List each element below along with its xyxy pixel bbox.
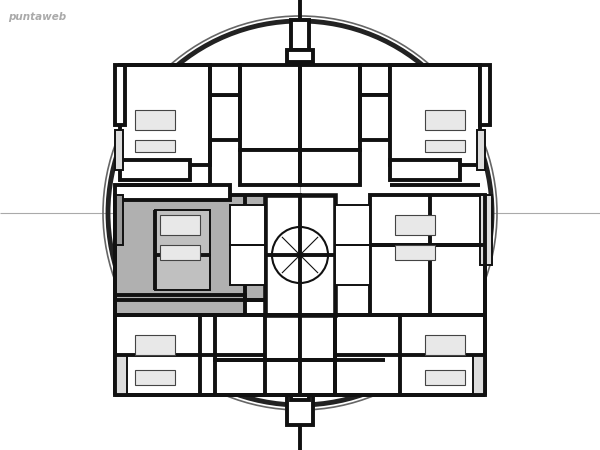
Bar xyxy=(215,360,300,395)
Bar xyxy=(287,395,313,425)
Bar xyxy=(265,195,335,315)
Bar xyxy=(360,65,390,95)
Bar xyxy=(135,335,175,355)
Bar xyxy=(120,65,210,165)
Bar xyxy=(300,360,385,395)
Bar xyxy=(300,315,385,360)
Bar xyxy=(120,160,190,180)
Bar xyxy=(155,255,210,290)
Bar xyxy=(370,195,485,245)
Bar xyxy=(425,140,465,152)
Bar xyxy=(395,245,435,260)
Bar xyxy=(115,355,127,395)
Bar xyxy=(291,390,309,400)
Bar xyxy=(115,295,245,375)
Bar xyxy=(135,110,175,130)
Bar xyxy=(425,110,465,130)
Bar xyxy=(425,335,465,355)
Bar xyxy=(390,65,480,165)
Bar xyxy=(160,245,200,260)
Bar xyxy=(135,370,175,385)
Bar xyxy=(240,65,300,150)
Bar xyxy=(291,20,309,50)
Bar xyxy=(135,140,175,152)
Bar xyxy=(215,315,300,360)
Bar xyxy=(210,65,240,95)
Bar xyxy=(115,315,265,395)
Bar xyxy=(155,210,210,255)
Bar xyxy=(335,315,485,395)
Bar xyxy=(115,65,125,125)
Bar xyxy=(300,150,360,185)
Bar xyxy=(477,130,485,170)
Bar xyxy=(210,95,240,140)
Bar xyxy=(300,65,360,150)
Bar xyxy=(160,215,200,235)
Bar xyxy=(115,130,123,170)
Bar xyxy=(390,160,460,180)
Bar xyxy=(370,245,485,315)
Bar xyxy=(360,95,390,140)
Bar xyxy=(480,65,490,125)
Text: puntaweb: puntaweb xyxy=(8,12,66,22)
Bar xyxy=(230,205,265,245)
Bar xyxy=(480,195,492,265)
Bar xyxy=(240,150,300,185)
Bar xyxy=(230,245,265,285)
Bar xyxy=(115,195,300,300)
Bar xyxy=(335,245,370,285)
Bar xyxy=(115,195,123,245)
Bar xyxy=(395,215,435,235)
Bar xyxy=(473,355,485,395)
Bar xyxy=(115,185,230,200)
Bar xyxy=(287,50,313,62)
Bar xyxy=(335,205,370,245)
Bar xyxy=(425,370,465,385)
